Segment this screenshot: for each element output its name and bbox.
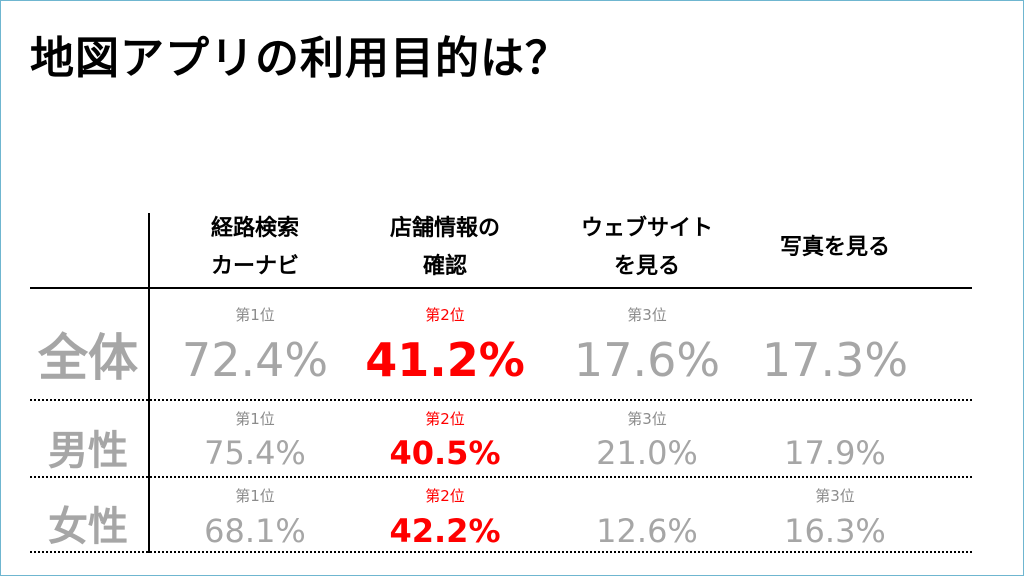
table-vertical-divider (148, 213, 150, 553)
header-divider (30, 287, 972, 289)
row-label: 男性 (48, 428, 128, 474)
rank-label: 第3位 (815, 487, 855, 505)
percentage-value: 40.5% (389, 434, 501, 472)
row-divider-3 (30, 551, 972, 553)
rank-label: 第1位 (235, 410, 275, 428)
column-header-line: 確認 (422, 254, 467, 279)
row-divider-2 (30, 476, 972, 478)
rank-label: 第2位 (425, 410, 465, 428)
rank-label: 第1位 (235, 487, 275, 505)
percentage-value: 72.4% (181, 333, 329, 387)
percentage-value: 17.9% (784, 434, 886, 472)
column-header-line: 写真を見る (779, 235, 890, 260)
percentage-value: 12.6% (596, 512, 698, 550)
column-header: 経路検索 カーナビ (165, 210, 345, 286)
row-label: 全体 (38, 329, 138, 387)
column-header-line: 経路検索 (210, 216, 299, 241)
column-header-line: 店舗情報の (389, 216, 500, 241)
column-header: 写真を見る (745, 229, 925, 267)
column-header: 店舗情報の 確認 (355, 210, 535, 286)
percentage-value: 41.2% (365, 333, 525, 387)
column-header-line: を見る (613, 254, 680, 279)
slide-title: 地図アプリの利用目的は？ (30, 33, 570, 84)
rank-label: 第3位 (627, 306, 667, 324)
column-header-line: ウェブサイト (580, 216, 713, 241)
column-header: ウェブサイト を見る (557, 210, 737, 286)
rank-label: 第2位 (425, 306, 465, 324)
row-divider-1 (30, 399, 972, 401)
percentage-value: 75.4% (204, 434, 306, 472)
percentage-value: 17.6% (573, 333, 721, 387)
rank-label: 第2位 (425, 487, 465, 505)
column-header-line: カーナビ (210, 254, 299, 279)
rank-label: 第3位 (627, 410, 667, 428)
percentage-value: 16.3% (784, 512, 886, 550)
rank-label: 第1位 (235, 306, 275, 324)
percentage-value: 21.0% (596, 434, 698, 472)
percentage-value: 17.3% (761, 333, 909, 387)
percentage-value: 42.2% (389, 512, 501, 550)
percentage-value: 68.1% (204, 512, 306, 550)
row-label: 女性 (48, 504, 128, 550)
